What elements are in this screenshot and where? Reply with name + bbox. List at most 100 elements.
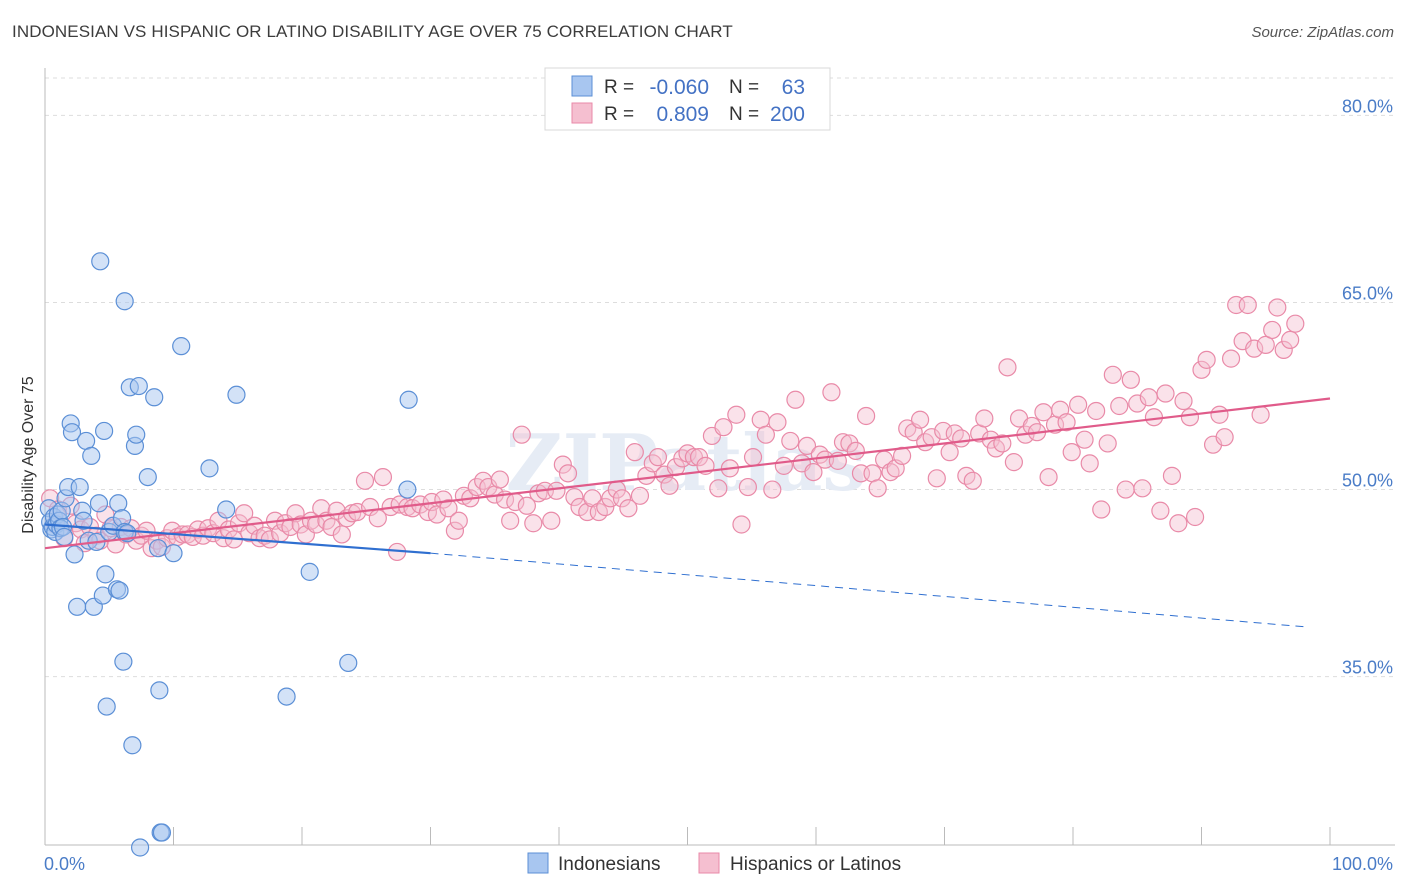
hispanic-point (596, 497, 615, 517)
indonesian-point (277, 687, 296, 706)
hispanic-point (625, 443, 644, 462)
hispanic-point (524, 514, 543, 533)
hispanic-point (512, 425, 531, 444)
hispanic-point (952, 429, 971, 448)
legend-swatch-indonesians-bottom (527, 852, 549, 874)
watermark: ZIPatlas (506, 418, 867, 509)
hispanic-point (1133, 479, 1152, 498)
hispanic-point (738, 477, 757, 497)
hispanic-point (993, 434, 1012, 453)
hispanic-point (1062, 443, 1081, 462)
hispanic-point (833, 433, 853, 452)
hispanic-point (1238, 295, 1257, 315)
indonesian-point (65, 545, 84, 564)
hispanic-point (727, 405, 746, 424)
indonesian-point (62, 423, 82, 442)
tick-labels: 35.0% 50.0% 65.0% 80.0% 0.0% 100.0% (44, 96, 1393, 874)
hispanic-point (1128, 394, 1147, 413)
hispanic-point (332, 525, 351, 544)
grid-lines (45, 77, 1395, 678)
hispanic-point (1256, 335, 1275, 354)
hispanic-point (804, 463, 823, 482)
hispanic-point (1281, 330, 1300, 350)
hispanic-point (1110, 396, 1129, 416)
hispanic-point (846, 441, 865, 460)
legend-n1-label: N = (729, 77, 759, 98)
hispanic-point (927, 469, 946, 488)
hispanic-point (1169, 514, 1188, 533)
legend-label-indonesians: Indonesians (558, 854, 660, 875)
hispanic-trend-line (44, 397, 1331, 550)
indonesian-point (109, 494, 128, 513)
hispanic-point (558, 464, 578, 483)
indonesian-point (300, 562, 319, 581)
y-tick-label: 65.0% (1342, 283, 1393, 303)
hispanic-point (1192, 360, 1211, 379)
indonesian-point (129, 376, 148, 396)
indonesian-point (130, 838, 150, 857)
hispanic-point (1116, 480, 1135, 499)
hispanic-point (1039, 467, 1058, 487)
hispanic-point (1263, 320, 1282, 340)
hispanic-point (840, 434, 859, 453)
hispanic-point (517, 496, 536, 515)
legend-r1-label: R = (604, 77, 634, 98)
hispanic-point (1139, 388, 1158, 407)
hispanic-point (963, 471, 982, 490)
hispanic-point (1004, 453, 1023, 472)
hispanic-point (1180, 408, 1200, 427)
indonesian-trend-extension (430, 552, 1305, 628)
hispanic-point (1080, 454, 1099, 473)
indonesian-point (96, 565, 115, 584)
hispanic-point (1221, 349, 1241, 368)
hispanic-point (1215, 428, 1234, 447)
hispanic-point (1286, 314, 1305, 333)
hispanic-point (565, 487, 584, 507)
indonesian-point (74, 511, 93, 530)
indonesian-point (150, 681, 169, 700)
series-legend: Indonesians Hispanics or Latinos (527, 852, 901, 875)
hispanic-point (998, 358, 1017, 377)
indonesian-point (127, 425, 146, 444)
hispanic-point (1098, 434, 1117, 453)
legend-n2-value: 200 (770, 103, 805, 126)
legend-label-hispanics: Hispanics or Latinos (730, 854, 901, 875)
indonesian-point (97, 697, 116, 716)
hispanic-point (1268, 298, 1287, 317)
hispanic-point (934, 421, 953, 441)
indonesian-point (339, 653, 358, 673)
indonesian-point (68, 597, 87, 616)
hispanic-point (355, 471, 375, 490)
legend-n1-value: 63 (782, 76, 805, 99)
hispanic-point (612, 489, 632, 508)
indonesian-point (398, 480, 417, 499)
y-tick-label: 50.0% (1342, 471, 1393, 491)
hispanic-point (910, 410, 930, 429)
indonesian-point (82, 446, 101, 465)
hispanic-point (781, 431, 800, 451)
chart-source: Source: ZipAtlas.com (1251, 24, 1394, 41)
hispanic-point (547, 481, 566, 500)
y-tick-label: 80.0% (1342, 96, 1393, 116)
hispanic-point (322, 517, 341, 537)
hispanic-point (756, 425, 775, 444)
hispanic-point (797, 436, 817, 456)
indonesian-points (39, 252, 418, 857)
hispanic-point (732, 515, 751, 534)
indonesian-point (110, 581, 129, 600)
indonesian-point (164, 544, 183, 563)
hispanic-point (1274, 340, 1293, 359)
hispanic-point (975, 409, 994, 428)
hispanic-point (373, 467, 393, 487)
hispanic-point (449, 511, 468, 530)
hispanic-point (709, 479, 728, 498)
hispanic-point (260, 530, 279, 549)
hispanic-point (553, 455, 572, 474)
hispanic-point (660, 476, 679, 495)
indonesian-point (114, 652, 133, 671)
hispanic-point (822, 383, 841, 402)
indonesian-point (148, 539, 168, 558)
hispanic-point (1087, 401, 1106, 421)
indonesian-point (145, 388, 164, 407)
